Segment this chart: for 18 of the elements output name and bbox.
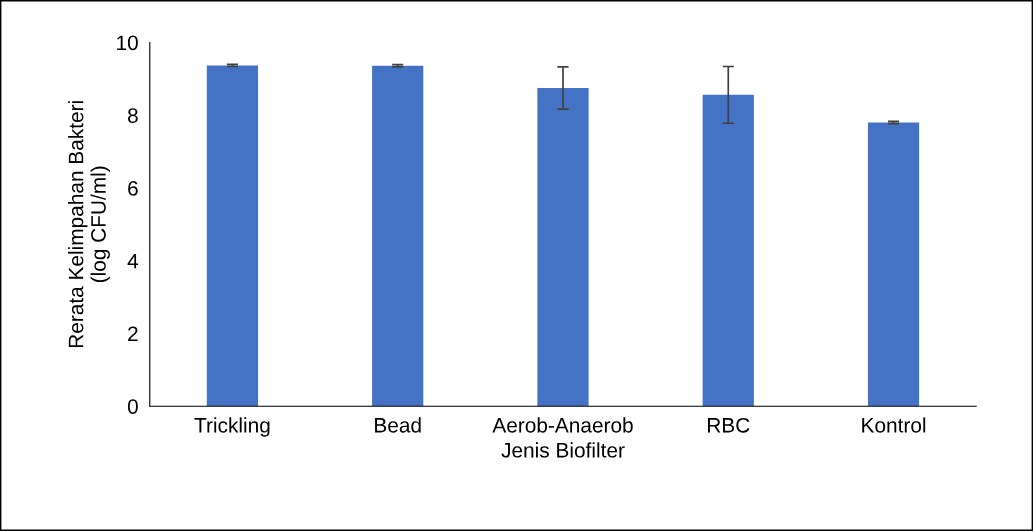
bar xyxy=(537,87,589,407)
x-tick-label: Aerob-Anaerob xyxy=(492,417,633,433)
y-tick-label: 2 xyxy=(128,326,138,342)
y-axis-title: Rerata Kelimpahan Bakteri (log CFU/ml) xyxy=(68,101,110,348)
x-tick-label: Trickling xyxy=(194,417,270,437)
y-tick-label: 8 xyxy=(127,108,138,123)
bar xyxy=(867,122,920,407)
y-tick-label: 4 xyxy=(127,253,139,269)
y-tick-label: 6 xyxy=(128,180,138,196)
bar xyxy=(702,94,754,407)
bar xyxy=(372,65,424,407)
x-axis-title: Jenis Biofilter xyxy=(501,442,625,458)
x-tick-label: Bead xyxy=(375,417,421,433)
bar xyxy=(206,65,259,407)
y-tick-label: 10 xyxy=(117,35,138,51)
x-tick-label: RBC xyxy=(707,417,750,433)
y-tick-label: 0 xyxy=(127,399,138,414)
x-tick-label: Kontrol xyxy=(862,417,926,433)
